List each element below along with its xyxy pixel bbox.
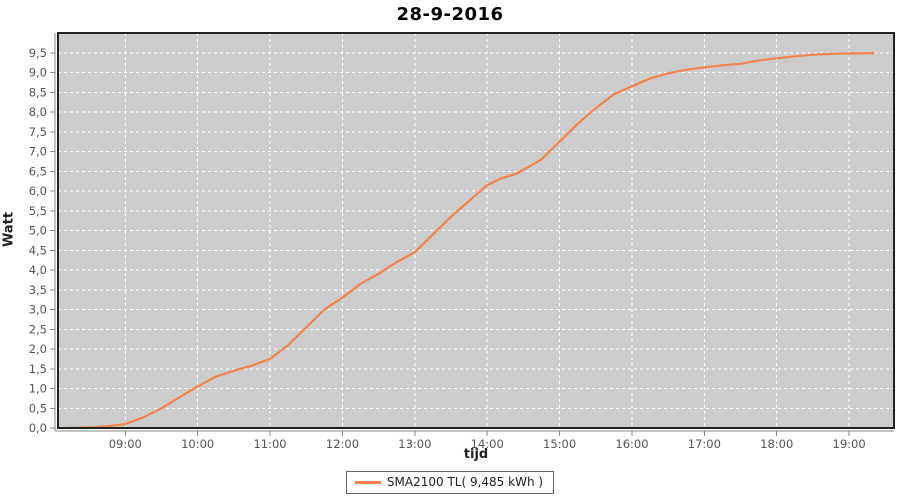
svg-text:3,5: 3,5 <box>29 283 47 297</box>
svg-text:18:00: 18:00 <box>760 437 793 451</box>
svg-text:8,0: 8,0 <box>29 105 47 119</box>
svg-text:14:00: 14:00 <box>471 437 504 451</box>
series-line-swatch <box>354 480 381 484</box>
svg-text:3,0: 3,0 <box>29 303 47 317</box>
svg-text:12:00: 12:00 <box>326 437 359 451</box>
svg-text:9,5: 9,5 <box>29 46 47 60</box>
svg-text:16:00: 16:00 <box>615 437 648 451</box>
svg-text:17:00: 17:00 <box>688 437 721 451</box>
svg-text:13:00: 13:00 <box>398 437 431 451</box>
svg-text:7,5: 7,5 <box>29 125 47 139</box>
legend-box: SMA2100 TL( 9,485 kWh ) <box>345 471 555 494</box>
svg-text:1,5: 1,5 <box>29 362 47 376</box>
svg-text:8,5: 8,5 <box>29 85 47 99</box>
svg-text:15:00: 15:00 <box>543 437 576 451</box>
svg-text:5,0: 5,0 <box>29 224 47 238</box>
svg-text:9,0: 9,0 <box>29 66 47 80</box>
svg-text:6,5: 6,5 <box>29 164 47 178</box>
svg-text:6,0: 6,0 <box>29 184 47 198</box>
svg-text:4,5: 4,5 <box>29 243 47 257</box>
svg-text:09:00: 09:00 <box>109 437 142 451</box>
svg-text:5,5: 5,5 <box>29 204 47 218</box>
svg-text:0,0: 0,0 <box>29 421 47 435</box>
svg-text:0,5: 0,5 <box>29 401 47 415</box>
legend: SMA2100 TL( 9,485 kWh ) <box>0 471 900 494</box>
legend-label: SMA2100 TL( 9,485 kWh ) <box>386 475 544 489</box>
svg-text:2,0: 2,0 <box>29 342 47 356</box>
svg-text:10:00: 10:00 <box>181 437 214 451</box>
x-axis-title: tijd <box>463 447 489 462</box>
svg-text:2,5: 2,5 <box>29 322 47 336</box>
svg-text:1,0: 1,0 <box>29 382 47 396</box>
svg-text:19:00: 19:00 <box>833 437 866 451</box>
svg-text:7,0: 7,0 <box>29 145 47 159</box>
svg-text:4,0: 4,0 <box>29 263 47 277</box>
chart-title: 28-9-2016 <box>396 4 504 25</box>
svg-text:11:00: 11:00 <box>253 437 286 451</box>
